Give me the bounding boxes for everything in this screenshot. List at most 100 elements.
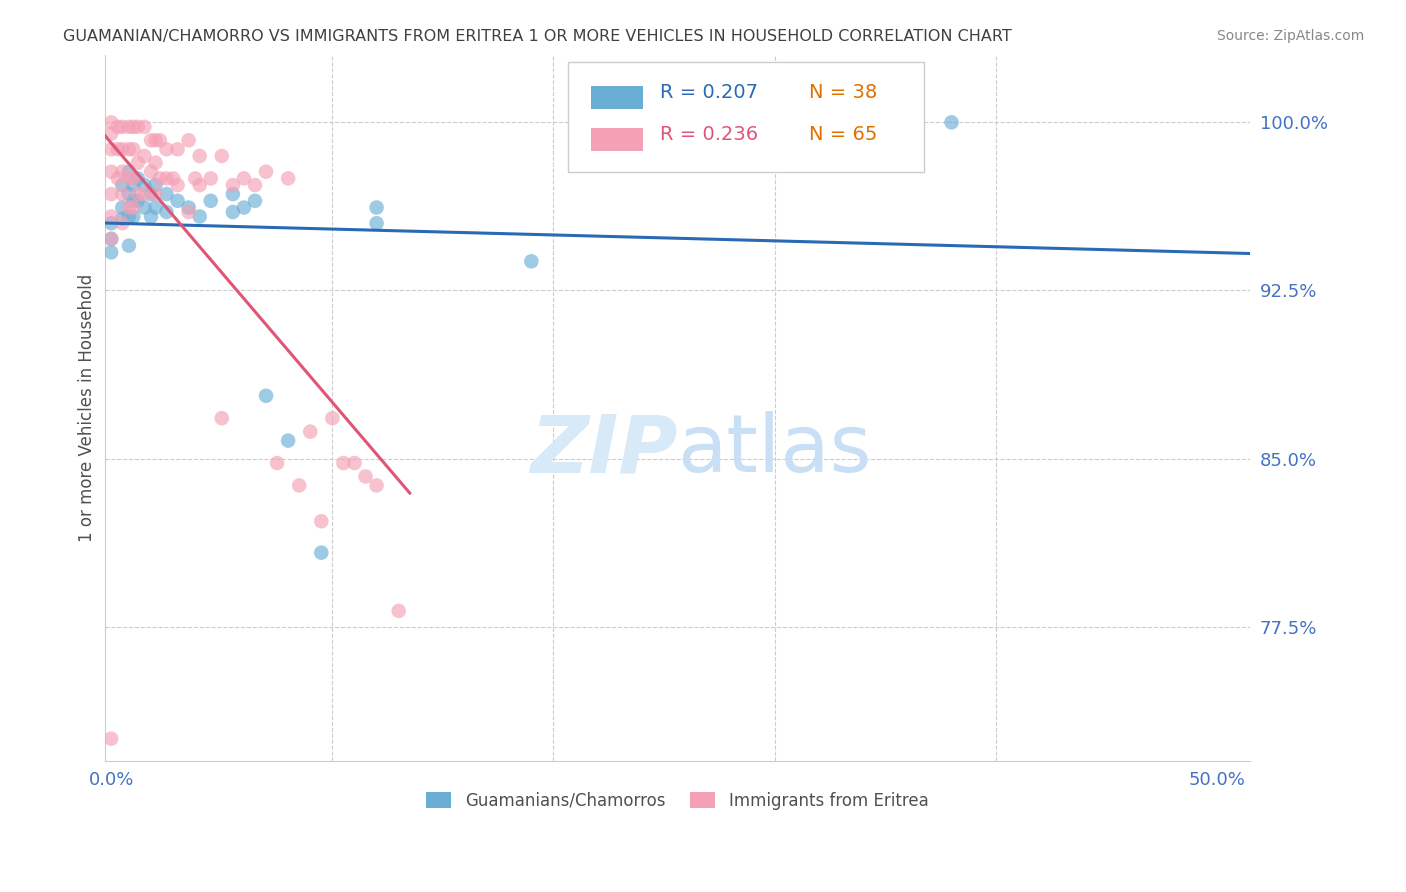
Point bbox=[155, 187, 177, 202]
Point bbox=[118, 171, 141, 186]
Point bbox=[127, 187, 149, 202]
Text: R = 0.236: R = 0.236 bbox=[661, 126, 758, 145]
Point bbox=[366, 216, 388, 230]
Point bbox=[111, 211, 134, 226]
Point bbox=[134, 149, 156, 163]
Point bbox=[100, 115, 122, 129]
Point bbox=[232, 171, 254, 186]
Point bbox=[118, 201, 141, 215]
Point bbox=[520, 254, 543, 268]
Point bbox=[162, 171, 184, 186]
Point bbox=[111, 120, 134, 134]
Point bbox=[122, 178, 145, 193]
Point bbox=[118, 210, 141, 224]
Point bbox=[177, 133, 200, 147]
Point bbox=[366, 201, 388, 215]
Point bbox=[118, 142, 141, 156]
Point bbox=[366, 478, 388, 492]
Point bbox=[254, 389, 277, 403]
Point bbox=[118, 187, 141, 202]
FancyBboxPatch shape bbox=[592, 128, 643, 151]
Point bbox=[139, 187, 162, 202]
Point bbox=[100, 210, 122, 224]
Point bbox=[100, 245, 122, 260]
Point bbox=[188, 210, 211, 224]
Text: Source: ZipAtlas.com: Source: ZipAtlas.com bbox=[1216, 29, 1364, 43]
FancyBboxPatch shape bbox=[592, 86, 643, 109]
Point bbox=[200, 194, 222, 208]
Point bbox=[177, 205, 200, 219]
Point bbox=[107, 171, 129, 186]
Point bbox=[118, 120, 141, 134]
Point bbox=[127, 171, 149, 186]
Point bbox=[139, 164, 162, 178]
Point bbox=[232, 201, 254, 215]
Text: ZIP: ZIP bbox=[530, 411, 678, 490]
Point bbox=[118, 238, 141, 252]
Point bbox=[277, 171, 299, 186]
Point bbox=[111, 164, 134, 178]
Point bbox=[127, 155, 149, 169]
Point bbox=[222, 187, 245, 202]
Point bbox=[155, 142, 177, 156]
Point bbox=[166, 142, 188, 156]
Point bbox=[184, 171, 207, 186]
Point bbox=[311, 546, 333, 560]
Point bbox=[111, 187, 134, 202]
Point bbox=[941, 115, 963, 129]
Text: atlas: atlas bbox=[678, 411, 872, 490]
Point bbox=[100, 164, 122, 178]
Text: N = 38: N = 38 bbox=[808, 83, 877, 102]
Point bbox=[111, 216, 134, 230]
Point bbox=[122, 142, 145, 156]
Point bbox=[122, 120, 145, 134]
Point bbox=[299, 425, 322, 439]
Point bbox=[100, 142, 122, 156]
Text: GUAMANIAN/CHAMORRO VS IMMIGRANTS FROM ERITREA 1 OR MORE VEHICLES IN HOUSEHOLD CO: GUAMANIAN/CHAMORRO VS IMMIGRANTS FROM ER… bbox=[63, 29, 1012, 44]
Point bbox=[145, 133, 167, 147]
Point bbox=[100, 216, 122, 230]
Point bbox=[145, 155, 167, 169]
Point bbox=[122, 210, 145, 224]
Point bbox=[145, 187, 167, 202]
Point bbox=[107, 142, 129, 156]
Text: N = 65: N = 65 bbox=[808, 126, 877, 145]
Point bbox=[222, 205, 245, 219]
Point bbox=[111, 142, 134, 156]
Point bbox=[243, 194, 266, 208]
Point bbox=[127, 120, 149, 134]
Point bbox=[100, 127, 122, 141]
Point bbox=[211, 149, 233, 163]
Point bbox=[188, 149, 211, 163]
Point bbox=[343, 456, 366, 470]
Point bbox=[254, 164, 277, 178]
Point bbox=[200, 171, 222, 186]
Y-axis label: 1 or more Vehicles in Household: 1 or more Vehicles in Household bbox=[79, 274, 96, 542]
Point bbox=[211, 411, 233, 425]
Text: R = 0.207: R = 0.207 bbox=[661, 83, 758, 102]
Point bbox=[277, 434, 299, 448]
Point bbox=[118, 164, 141, 178]
Point bbox=[311, 514, 333, 528]
Point bbox=[134, 120, 156, 134]
Point bbox=[111, 178, 134, 193]
Point bbox=[188, 178, 211, 193]
Point bbox=[139, 210, 162, 224]
Point bbox=[100, 232, 122, 246]
Point bbox=[222, 178, 245, 193]
Point bbox=[100, 232, 122, 246]
Point bbox=[134, 187, 156, 202]
Point bbox=[266, 456, 288, 470]
Point bbox=[111, 201, 134, 215]
Point bbox=[122, 194, 145, 208]
Point bbox=[134, 178, 156, 193]
Point bbox=[139, 133, 162, 147]
Point bbox=[354, 469, 377, 483]
Point bbox=[155, 205, 177, 219]
Point bbox=[122, 171, 145, 186]
Point bbox=[288, 478, 311, 492]
Point bbox=[127, 194, 149, 208]
Point bbox=[100, 187, 122, 202]
Point bbox=[332, 456, 354, 470]
Point bbox=[149, 171, 172, 186]
